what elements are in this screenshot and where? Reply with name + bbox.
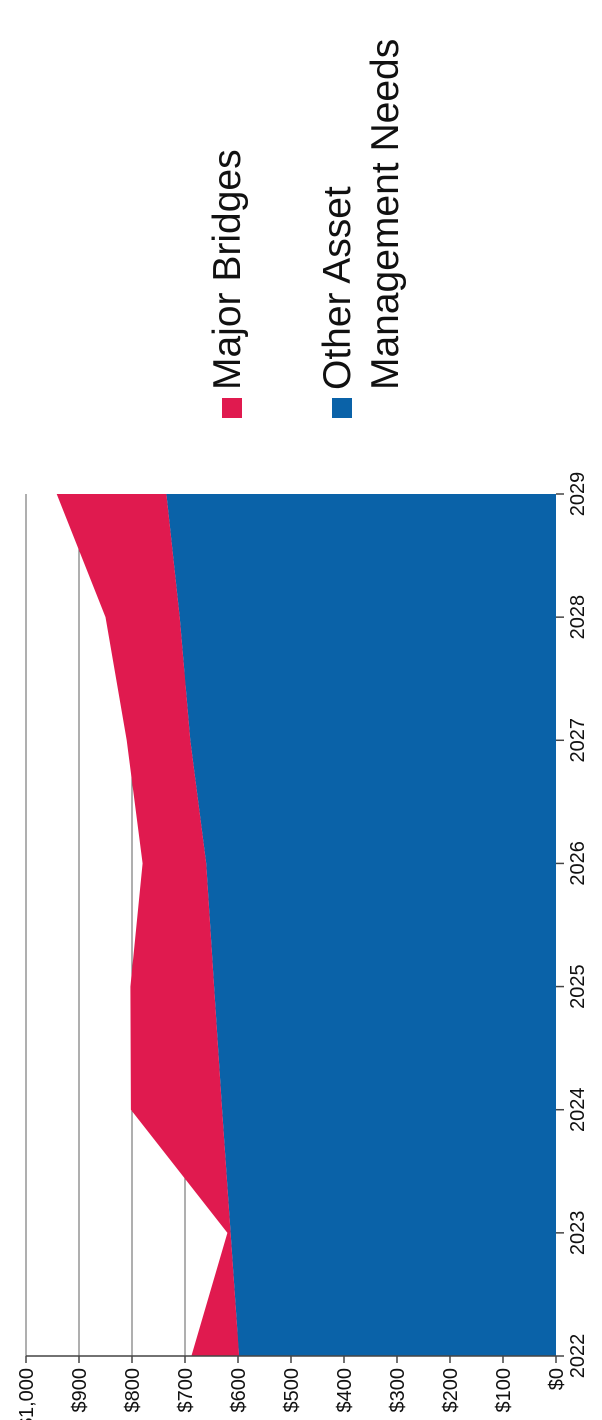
legend-label: Major Bridges (206, 149, 249, 390)
value-tick-label: $500 (281, 1368, 303, 1413)
legend-label: Other Asset (316, 186, 359, 390)
plot-area (25, 494, 556, 1356)
category-tick-label: 2029 (567, 472, 589, 517)
value-tick-label: $0 (546, 1368, 568, 1390)
category-tick-label: 2022 (567, 1334, 589, 1379)
legend: Major Bridges Other Asset Management Needs (206, 39, 407, 418)
value-tick-label: $300 (387, 1368, 409, 1413)
series-area-major-bridges (56, 494, 240, 1356)
value-tick-label: $1,000 (16, 1368, 38, 1420)
category-tick-label: 2028 (567, 595, 589, 640)
series-area-other-asset-management-needs (166, 494, 556, 1356)
value-tick-label: $100 (493, 1368, 515, 1413)
value-tick-label: $900 (69, 1368, 91, 1413)
category-tick-label: 2027 (567, 718, 589, 763)
axes: $0 $100 $200 $300 $400 $500 $600 $700 $800 $900 $1… (16, 472, 589, 1420)
category-tick-label: 2024 (567, 1087, 589, 1132)
legend-swatch (222, 398, 242, 418)
legend-label: Management Needs (364, 39, 407, 390)
value-tick-label: $800 (122, 1368, 144, 1413)
value-tick-label: $400 (334, 1368, 356, 1413)
value-tick-label: $200 (440, 1368, 462, 1413)
category-tick-label: 2025 (567, 964, 589, 1009)
value-tick-label: $700 (175, 1368, 197, 1413)
category-tick-label: 2023 (567, 1211, 589, 1256)
category-tick-label: 2026 (567, 841, 589, 886)
legend-swatch (332, 398, 352, 418)
value-tick-label: $600 (228, 1368, 250, 1413)
